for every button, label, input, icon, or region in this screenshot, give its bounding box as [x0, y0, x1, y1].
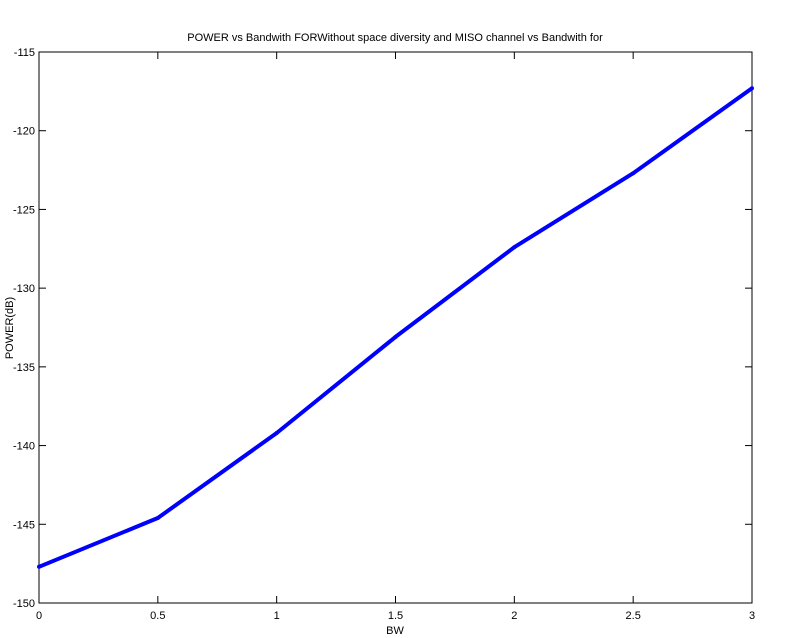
- x-tick-label: 1: [274, 610, 280, 622]
- y-axis-title: POWER(dB): [4, 297, 16, 359]
- data-point: [155, 515, 160, 520]
- x-tick-label: 1.5: [388, 610, 403, 622]
- data-point: [631, 171, 636, 176]
- data-point: [37, 564, 41, 569]
- y-tick-label: -150: [13, 598, 35, 610]
- y-axis: -150 -145 -140 -135 -130 -125 -120 -115: [13, 47, 752, 610]
- y-tick-label: -130: [13, 283, 35, 295]
- series-group: [37, 86, 754, 569]
- x-tick-label: 0.5: [150, 610, 165, 622]
- x-tick-label: 2.5: [626, 610, 641, 622]
- plot-area: [38, 51, 753, 604]
- y-tick-label: -145: [13, 519, 35, 531]
- chart-title: POWER vs Bandwith FORWithout space diver…: [187, 32, 603, 44]
- y-tick-label: -120: [13, 126, 35, 138]
- x-tick-label: 0: [36, 610, 42, 622]
- x-axis-title: BW: [386, 625, 404, 637]
- y-tick-label: -135: [13, 362, 35, 374]
- x-axis: 0 0.5 1 1.5 2 2.5 3: [36, 52, 755, 622]
- data-point: [393, 334, 398, 339]
- data-point: [512, 245, 517, 250]
- data-point: [750, 86, 754, 91]
- y-tick-label: -115: [14, 47, 35, 59]
- x-tick-label: 3: [749, 610, 755, 622]
- x-tick-label: 2: [511, 610, 517, 622]
- data-point: [274, 430, 279, 435]
- y-tick-label: -125: [13, 204, 35, 216]
- y-tick-label: -140: [13, 441, 35, 453]
